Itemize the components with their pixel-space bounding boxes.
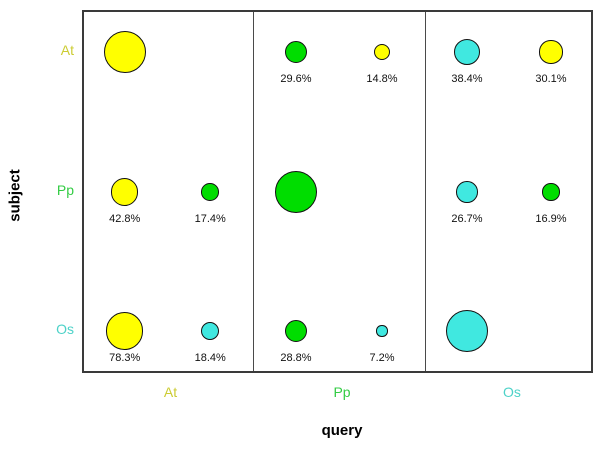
x-axis-label: query (321, 422, 363, 439)
bubble-value-label: 16.9% (535, 213, 567, 225)
bubble-value-label: 30.1% (535, 73, 567, 85)
bubble-Os-At-0 (453, 38, 480, 65)
bubble-value-label: 26.7% (451, 213, 483, 225)
column-divider (253, 12, 254, 371)
bubble-value-label: 38.4% (451, 73, 483, 85)
bubble-value-label: 18.4% (194, 352, 226, 364)
x-tick-Pp: Pp (333, 384, 351, 400)
x-tick-At: At (163, 384, 178, 400)
y-tick-Os: Os (56, 321, 74, 337)
bubble-At-Os-1 (201, 321, 220, 340)
bubble-Pp-Pp-0 (275, 171, 317, 213)
bubble-value-label: 14.8% (366, 73, 398, 85)
bubble-value-label: 17.4% (194, 213, 226, 225)
bubble-Os-Pp-0 (456, 181, 478, 203)
bubble-At-At-0 (103, 31, 146, 73)
bubble-At-Pp-0 (111, 178, 139, 206)
bubble-Pp-Os-0 (284, 319, 308, 343)
y-tick-Pp: Pp (56, 182, 74, 198)
plot-area: 42.8% 17.4% 78.3% 18.4% 29.6% 14.8% 28.8% 7.2% 3… (82, 10, 593, 373)
bubble-Os-At-1 (539, 40, 563, 64)
bubble-Pp-At-0 (284, 40, 308, 64)
y-tick-At: At (60, 42, 74, 58)
bubble-value-label: 29.6% (280, 73, 312, 85)
bubble-At-Pp-1 (201, 183, 219, 201)
bubble-value-label: 42.8% (109, 213, 141, 225)
bubble-Pp-Os-1 (376, 325, 388, 337)
bubble-Os-Os-0 (446, 310, 488, 352)
bubble-Pp-At-1 (373, 43, 391, 61)
bubble-Os-Pp-1 (542, 183, 560, 201)
bubble-value-label: 78.3% (109, 352, 141, 364)
bubble-At-Os-0 (106, 312, 144, 350)
y-axis-label: subject (6, 169, 24, 222)
column-divider (425, 12, 426, 371)
x-tick-Os: Os (503, 384, 521, 400)
bubble-value-label: 28.8% (280, 352, 312, 364)
bubble-value-label: 7.2% (369, 352, 395, 364)
